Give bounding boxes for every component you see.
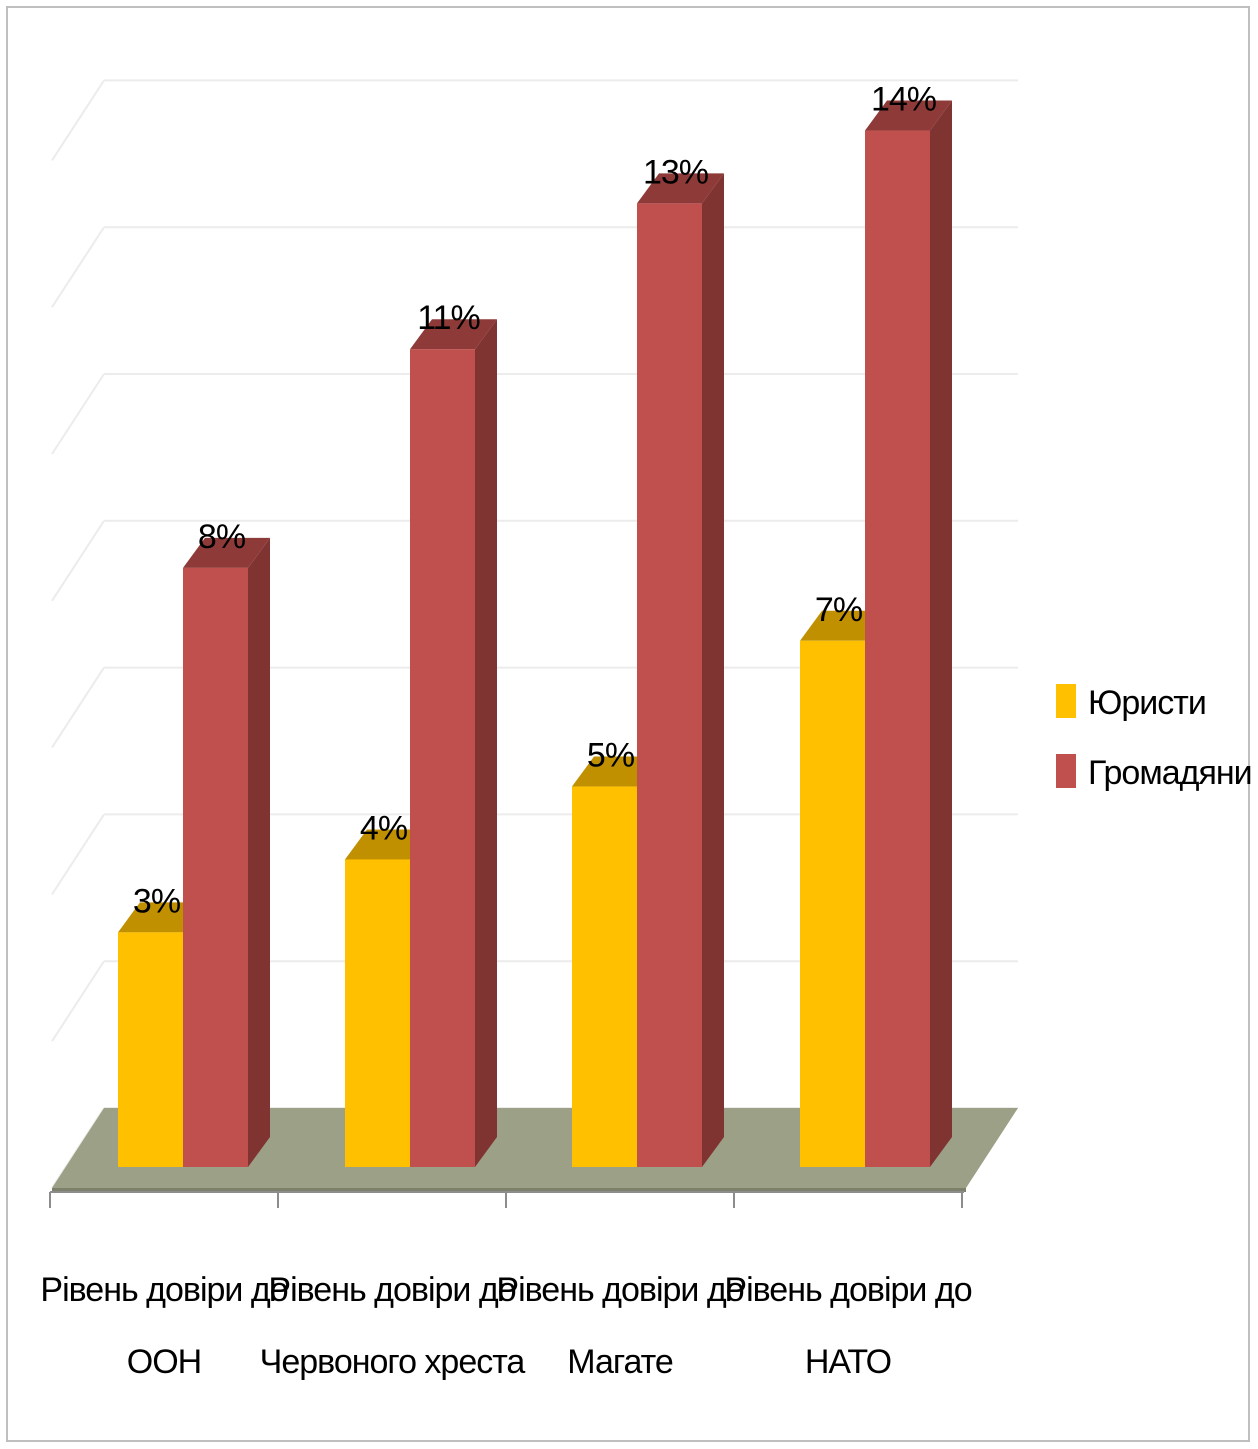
bar-front: [183, 568, 248, 1167]
bar-chart-3d: 3%4%5%7%8%11%13%14% Рівень довіри доООНР…: [8, 8, 1252, 1444]
bar-front: [637, 203, 702, 1167]
category-label: Рівень довіри до: [268, 1271, 515, 1309]
gridline-diagonal: [52, 668, 104, 748]
category-label: Червоного хреста: [260, 1343, 526, 1381]
bar-front: [572, 787, 637, 1167]
gridline-diagonal: [52, 374, 104, 454]
bar-Громадяни-4: [865, 101, 952, 1167]
data-label: 13%: [643, 153, 709, 191]
data-label: 7%: [815, 591, 863, 629]
category-label: Магате: [567, 1343, 673, 1381]
category-label: НАТО: [805, 1343, 891, 1381]
category-label: Рівень довіри до: [724, 1271, 971, 1309]
data-label: 14%: [871, 81, 937, 119]
bars: [118, 101, 952, 1167]
legend: Юристи Громадяни: [1056, 684, 1252, 792]
legend-swatch: [1056, 684, 1076, 718]
category-label: Рівень довіри до: [40, 1271, 287, 1309]
bar-side: [248, 538, 270, 1167]
gridline-diagonal: [52, 521, 104, 601]
legend-label: Громадяни: [1088, 754, 1252, 792]
bar-Громадяни-2: [410, 319, 497, 1167]
legend-swatch: [1056, 754, 1076, 788]
gridline-diagonal: [52, 80, 104, 160]
bar-front: [118, 932, 183, 1167]
legend-label: Юристи: [1088, 684, 1206, 722]
bar-side: [930, 101, 952, 1167]
data-label: 11%: [417, 299, 480, 337]
data-label: 4%: [360, 809, 408, 847]
gridline-diagonal: [52, 814, 104, 894]
bar-Громадяни-1: [183, 538, 270, 1167]
data-label: 3%: [133, 882, 181, 920]
bar-front: [800, 641, 865, 1167]
data-label: 8%: [198, 518, 246, 556]
bar-front: [345, 859, 410, 1167]
gridline-diagonal: [52, 961, 104, 1041]
data-label: 5%: [587, 737, 635, 775]
chart-frame: 3% 4% 5% 7% 8% 11% 13% 14% Рівень довіри до ООН Р…: [6, 6, 1250, 1442]
category-label: ООН: [127, 1343, 201, 1381]
category-label: Рівень довіри до: [496, 1271, 743, 1309]
bar-side: [702, 173, 724, 1167]
x-axis: Рівень довіри до ООН Рівень довіри до Черво…: [40, 1192, 971, 1381]
bar-side: [475, 319, 497, 1167]
bar-front: [410, 349, 475, 1167]
bar-Громадяни-3: [637, 173, 724, 1167]
bar-front: [865, 131, 930, 1167]
gridline-diagonal: [52, 227, 104, 307]
